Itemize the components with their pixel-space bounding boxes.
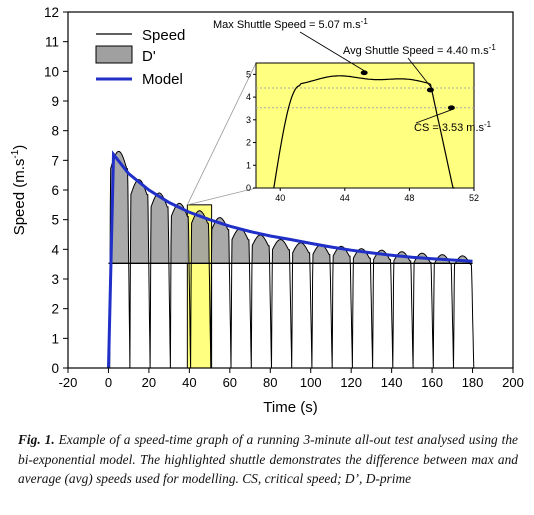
- cs-marker: [447, 105, 455, 111]
- x-axis-label: Time (s): [263, 399, 317, 416]
- dprime-area: [292, 242, 310, 264]
- y-tick-label: 6: [51, 183, 59, 198]
- y-tick-label: 8: [51, 124, 59, 139]
- dprime-area: [171, 203, 189, 264]
- caption-label: Fig. 1.: [18, 432, 55, 447]
- x-tick-label: 160: [421, 375, 443, 390]
- cs-annotation: CS = 3.53 m.s-1: [414, 120, 492, 134]
- dprime-area: [232, 228, 250, 264]
- inset-y-tick-label: 0: [246, 183, 251, 193]
- x-tick-label: 60: [223, 375, 237, 390]
- legend-dprime-swatch: [95, 45, 133, 64]
- inset-y-tick-label: 3: [246, 115, 251, 125]
- dprime-area: [150, 193, 169, 264]
- inset-x-tick-label: 44: [340, 193, 350, 203]
- y-axis-label-end: ): [11, 145, 28, 150]
- inset-y-tick-label: 2: [246, 138, 251, 148]
- max-annotation-pointer: [299, 31, 365, 72]
- avg-annotation-pointer: [407, 57, 433, 90]
- y-tick-label: 10: [44, 64, 59, 79]
- dprime-area: [110, 151, 129, 264]
- model-series-line: [107, 150, 473, 369]
- inset-x-tick-label: 40: [275, 193, 285, 203]
- y-tick-label: 3: [51, 272, 59, 287]
- dprime-area: [191, 210, 210, 264]
- dprime-area: [272, 239, 290, 264]
- x-tick-label: 120: [340, 375, 362, 390]
- x-tick-label: 0: [105, 375, 112, 390]
- x-tick-label: 40: [182, 375, 196, 390]
- inset-connector-line: [186, 62, 257, 206]
- x-tick-label: 200: [502, 375, 524, 390]
- y-axis-label-sup: -1: [10, 149, 21, 158]
- dprime-area: [130, 179, 149, 264]
- dprime-area: [211, 217, 230, 264]
- y-tick-label: 11: [45, 35, 59, 50]
- x-tick-label: 100: [300, 375, 322, 390]
- x-tick-label: 20: [142, 375, 156, 390]
- inset-frame: [255, 62, 475, 189]
- inset-y-tick-label: 4: [246, 92, 251, 102]
- inset-x-tick-label: 48: [404, 193, 414, 203]
- inset-x-tick-label: 52: [469, 193, 479, 203]
- y-axis-label-base: Speed (m.s: [11, 159, 28, 236]
- avg-speed-annotation: Avg Shuttle Speed = 4.40 m.s-1: [343, 43, 496, 57]
- inset-y-tick-label: 5: [246, 69, 251, 79]
- max-speed-marker: [360, 70, 368, 76]
- y-tick-label: 2: [51, 302, 59, 317]
- y-axis-label: Speed (m.s-1): [10, 145, 28, 236]
- y-tick-label: 5: [51, 213, 59, 228]
- dprime-area: [252, 235, 270, 264]
- y-tick-label: 0: [51, 361, 59, 376]
- cs-annotation-pointer: [415, 109, 452, 124]
- y-tick-label: 9: [51, 94, 59, 109]
- dprime-area: [313, 244, 330, 264]
- chart-canvas: -20 0 20 40 60 80 100 120 140 160 180 2000123456789…: [10, 5, 524, 416]
- legend-dprime-label: D': [142, 48, 156, 65]
- x-tick-label: 80: [263, 375, 277, 390]
- figure-caption: Fig. 1. Example of a speed-time graph of…: [18, 430, 518, 489]
- max-speed-annotation: Max Shuttle Speed = 5.07 m.s-1: [213, 17, 368, 31]
- x-tick-label: -20: [59, 375, 78, 390]
- inset-y-tick-label: 1: [246, 160, 251, 170]
- speed-time-chart: -20 0 20 40 60 80 100 120 140 160 180 200 0 1 2 3 4 5 6 7 8 9…: [10, 5, 524, 416]
- y-tick-label: 1: [51, 331, 59, 346]
- x-tick-label: 140: [381, 375, 403, 390]
- x-tick-label: 180: [462, 375, 484, 390]
- y-tick-label: 12: [44, 5, 59, 20]
- y-tick-label: 7: [51, 153, 59, 168]
- avg-speed-marker: [426, 87, 434, 93]
- inset-connector-line: [187, 187, 257, 206]
- legend-speed-label: Speed: [142, 27, 185, 44]
- caption-text: Example of a speed-time graph of a runni…: [18, 432, 518, 486]
- legend-model-label: Model: [142, 71, 183, 88]
- inset-speed-line: [273, 75, 455, 189]
- y-tick-label: 4: [51, 242, 59, 257]
